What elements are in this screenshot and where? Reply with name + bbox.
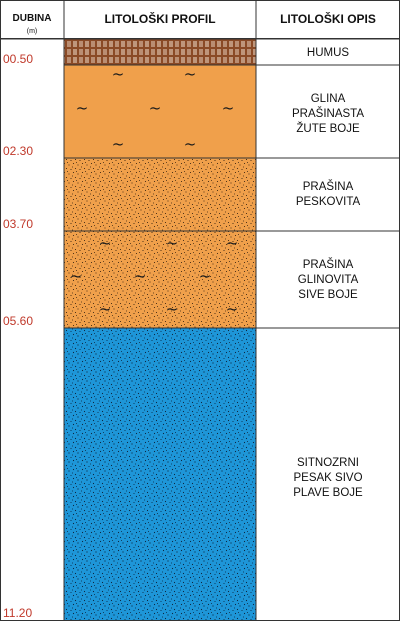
svg-text:~: ~ <box>199 267 212 285</box>
depth-label-03-70: 03.70 <box>3 217 33 231</box>
svg-text:~: ~ <box>222 99 235 117</box>
depth-column <box>0 38 65 621</box>
layer-clay-description-line-3: ŽUTE BOJE <box>296 122 360 135</box>
svg-text:~: ~ <box>149 99 162 117</box>
layer-humus-pattern <box>63 38 257 66</box>
layer-sand-description-line-1: SITNOZRNI <box>297 457 359 469</box>
layer-sand: SITNOZRNI PESAK SIVO PLAVE BOJE 11.20 <box>3 327 400 621</box>
svg-text:~: ~ <box>184 135 197 153</box>
layer-silt-description-line-1: PRAŠINA <box>303 180 354 193</box>
layer-silt-pattern <box>63 157 257 232</box>
layer-humus: HUMUS 00.50 <box>3 38 400 66</box>
layer-silt: PRAŠINA PESKOVITA 03.70 <box>3 157 400 232</box>
profile-column-title: LITOLOŠKI PROFIL <box>104 11 215 26</box>
layer-humus-description: HUMUS <box>307 47 349 59</box>
description-column-title: LITOLOŠKI OPIS <box>280 11 376 26</box>
svg-text:~: ~ <box>166 300 179 318</box>
svg-text:~: ~ <box>99 234 112 252</box>
header-row: DUBINA (m) LITOLOŠKI PROFIL LITOLOŠKI OP… <box>0 0 400 39</box>
layer-clay: ~ ~ ~ ~ ~ ~ ~ GLINA PRAŠINASTA ŽUTE BOJE 02.… <box>3 64 400 159</box>
layer-clay-description-line-2: PRAŠINASTA <box>292 107 364 120</box>
svg-text:~: ~ <box>226 234 239 252</box>
svg-text:~: ~ <box>134 267 147 285</box>
svg-text:~: ~ <box>70 267 83 285</box>
layer-silt-description-line-2: PESKOVITA <box>296 196 361 208</box>
svg-text:~: ~ <box>76 99 89 117</box>
depth-label-00-50: 00.50 <box>3 52 33 66</box>
layer-clayey-silt: ~ ~ ~ ~ ~ ~ ~ ~ ~ PRAŠINA GLINOVITA SIVE BOJE … <box>3 230 400 329</box>
depth-column-title: DUBINA <box>13 13 52 24</box>
depth-unit-label: (m) <box>27 28 38 35</box>
layer-clay-description-line-1: GLINA <box>311 93 346 105</box>
layer-clayey-silt-description-line-2: GLINOVITA <box>298 274 359 286</box>
svg-text:~: ~ <box>166 234 179 252</box>
layer-sand-description-line-2: PESAK SIVO <box>293 472 362 484</box>
layer-clayey-silt-description-line-3: SIVE BOJE <box>298 289 358 301</box>
svg-text:~: ~ <box>184 65 197 83</box>
layer-sand-description-line-3: PLAVE BOJE <box>293 487 363 499</box>
svg-text:~: ~ <box>112 135 125 153</box>
svg-text:~: ~ <box>112 65 125 83</box>
svg-text:~: ~ <box>226 300 239 318</box>
layer-sand-pattern <box>63 327 257 621</box>
depth-label-02-30: 02.30 <box>3 144 33 158</box>
layer-clayey-silt-description-line-1: PRAŠINA <box>303 258 354 271</box>
depth-label-11-20: 11.20 <box>3 606 32 620</box>
depth-label-05-60: 05.60 <box>3 314 33 328</box>
svg-text:~: ~ <box>99 300 112 318</box>
